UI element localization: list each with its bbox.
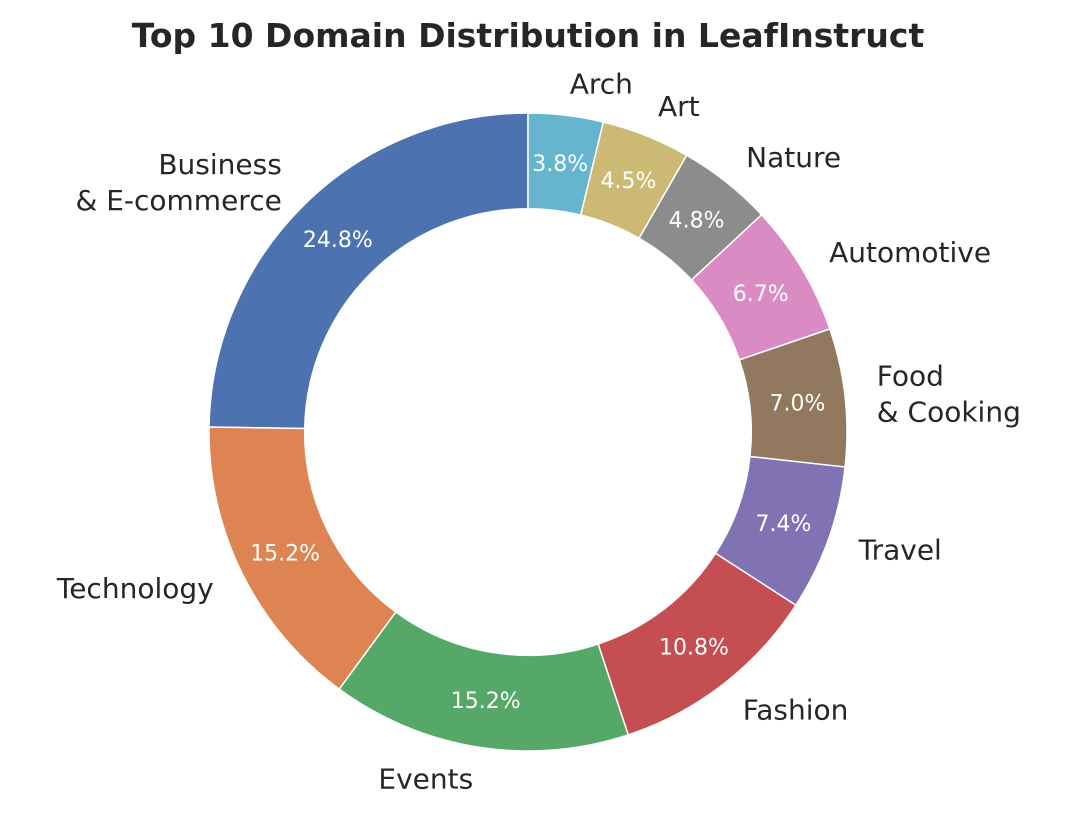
- slice-category-label: Fashion: [743, 694, 849, 727]
- slice-pct-label: 4.5%: [600, 169, 656, 194]
- slice-pct-label: 15.2%: [451, 689, 521, 714]
- slice-pct-label: 7.4%: [756, 512, 812, 537]
- slice-pct-label: 7.0%: [770, 391, 826, 416]
- slice-category-label: Business & E-commerce: [75, 148, 281, 217]
- slice-category-label: Travel: [858, 534, 942, 567]
- slice-category-label: Food & Cooking: [877, 360, 1021, 429]
- slice-arch: [527, 112, 605, 216]
- slice-category-label: Nature: [746, 141, 841, 174]
- slice-category-label: Technology: [56, 572, 214, 605]
- slice-pct-label: 4.8%: [669, 209, 725, 234]
- chart-title: Top 10 Domain Distribution in LeafInstru…: [132, 16, 925, 55]
- slice-category-label: Art: [658, 90, 700, 123]
- slice-events: [338, 610, 630, 752]
- slice-category-label: Arch: [570, 68, 633, 101]
- slice-category-label: Events: [378, 763, 473, 796]
- slice-pct-label: 24.8%: [303, 228, 373, 253]
- slice-pct-label: 6.7%: [733, 282, 789, 307]
- slice-pct-label: 15.2%: [250, 542, 320, 567]
- slice-pct-label: 10.8%: [659, 635, 729, 660]
- slice-business: [208, 112, 529, 430]
- slice-category-label: Automotive: [829, 236, 991, 269]
- slice-pct-label: 3.8%: [532, 152, 588, 177]
